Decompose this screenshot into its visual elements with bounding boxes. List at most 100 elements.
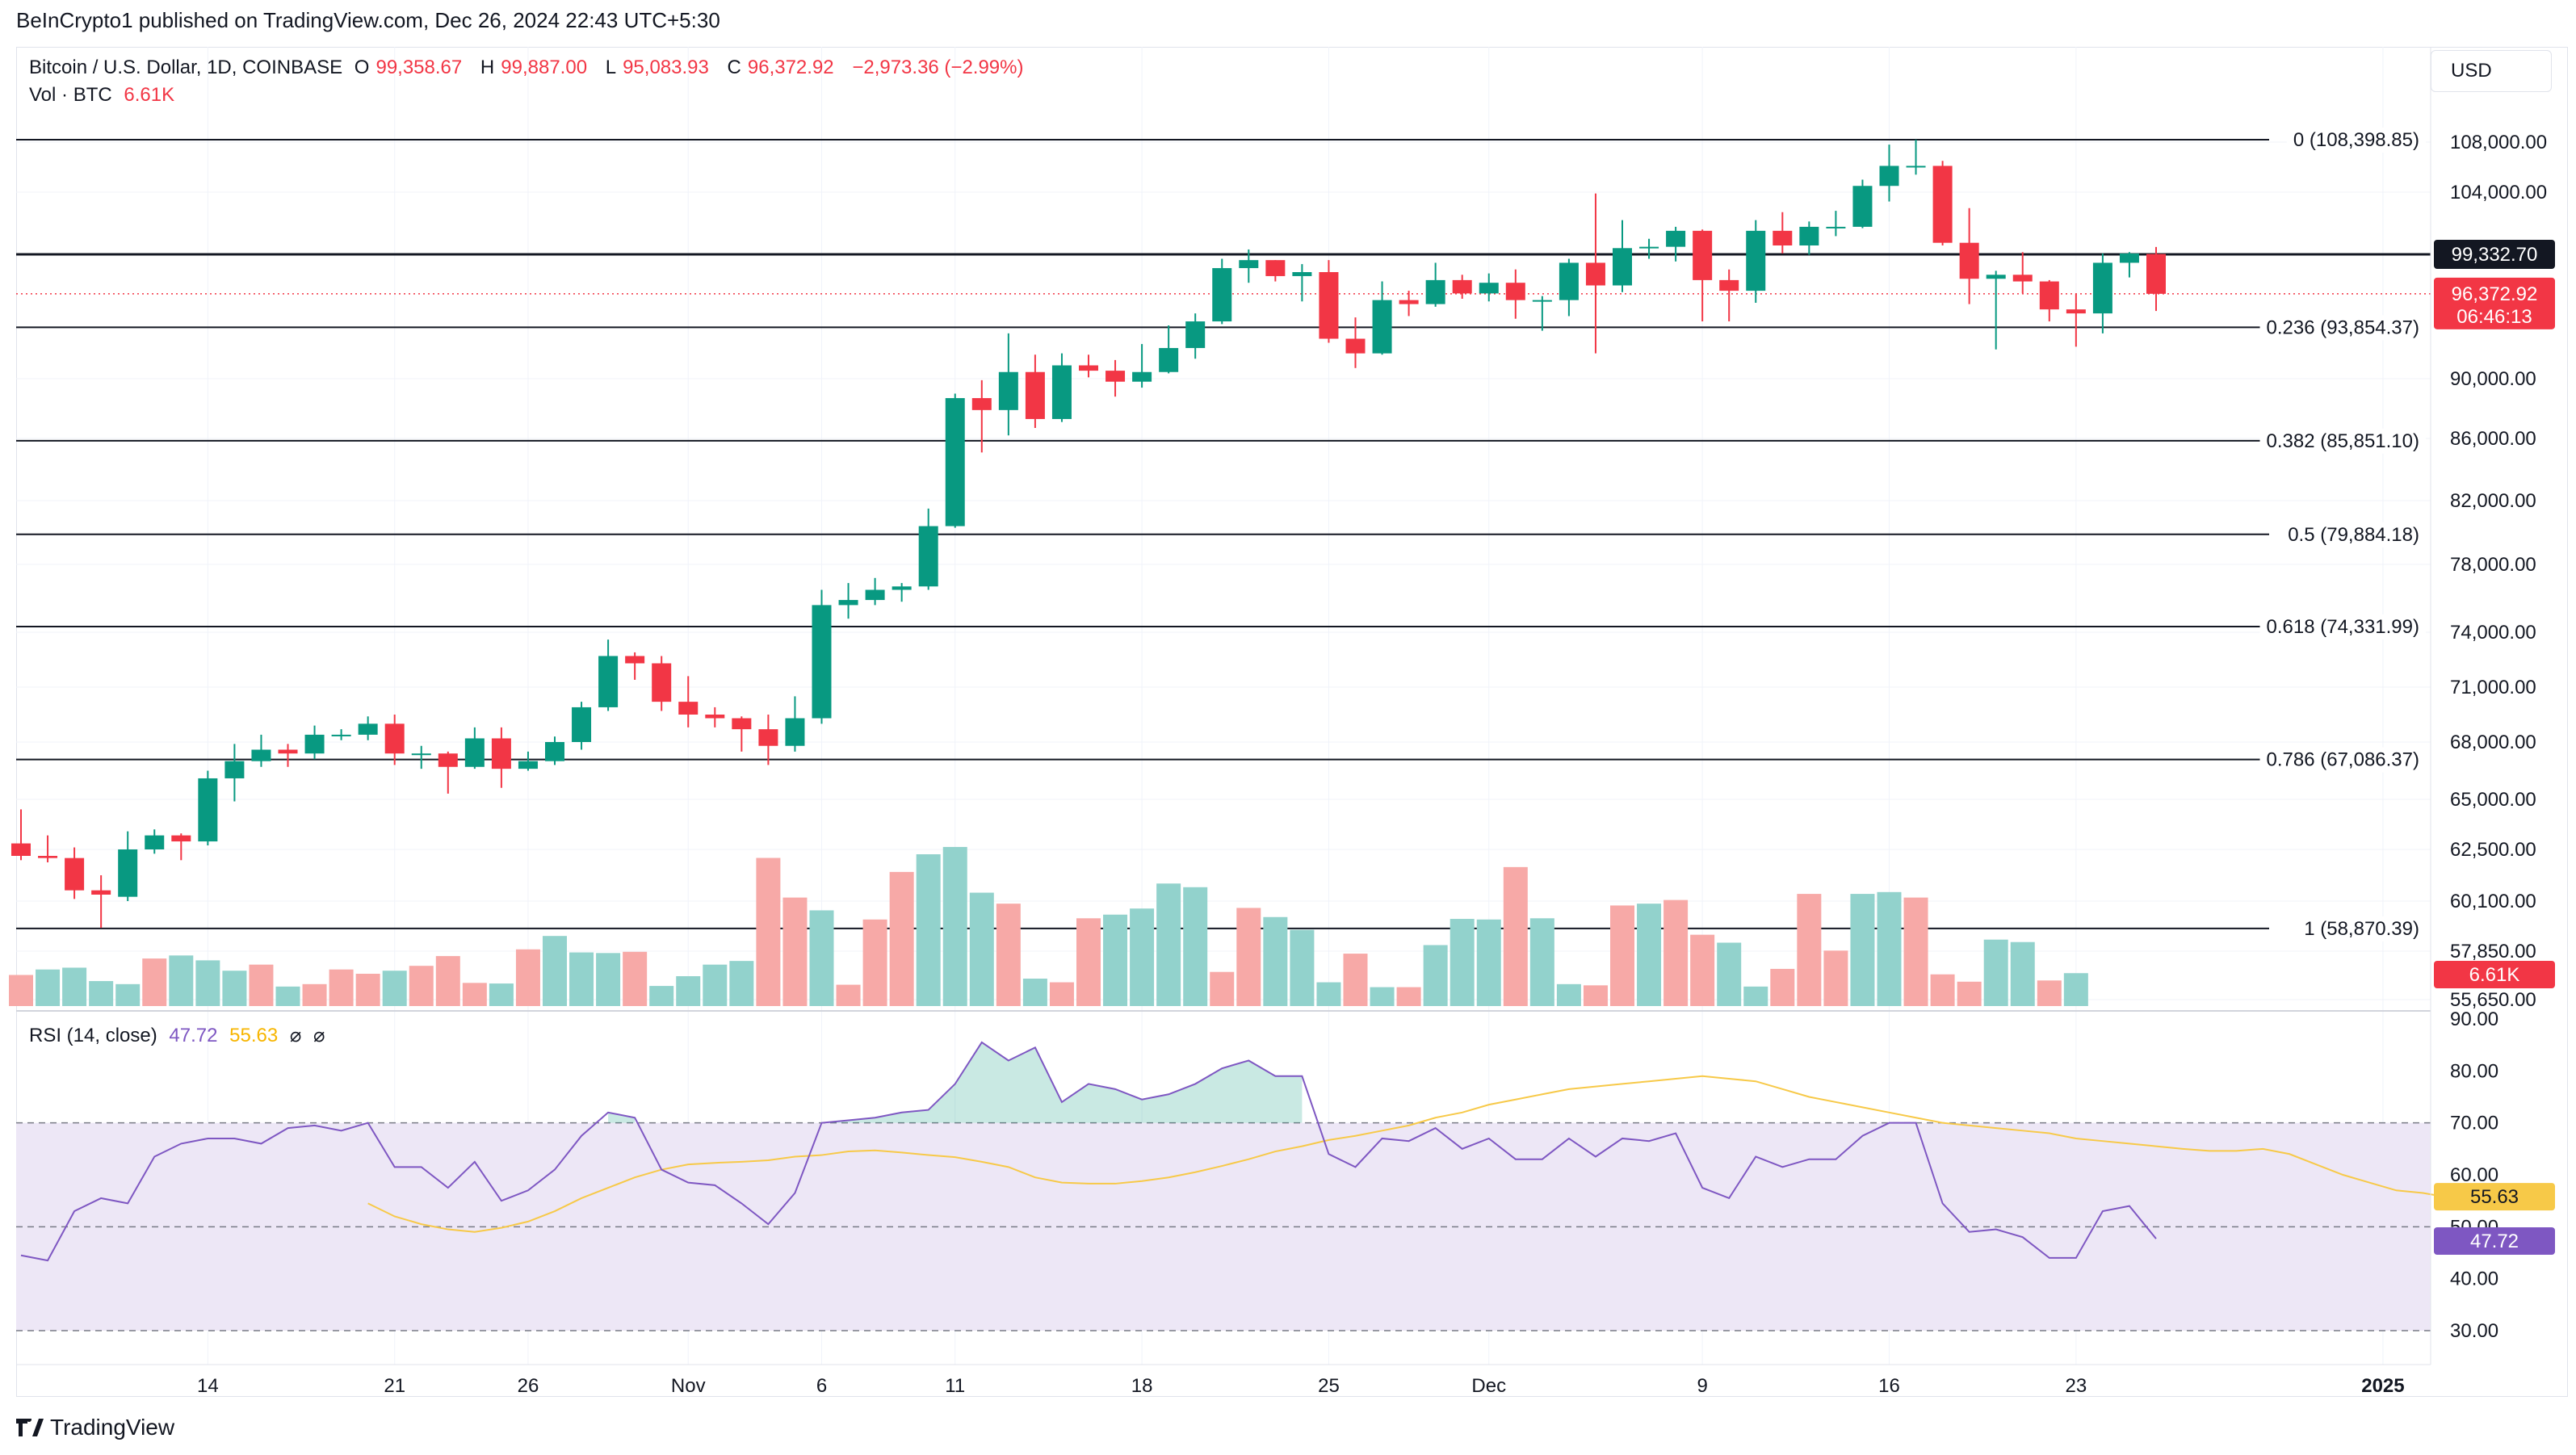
hidden-icon-2[interactable]: ⌀ [313, 1025, 325, 1046]
tradingview-icon [16, 1419, 44, 1436]
volume-bar [36, 969, 61, 1006]
volume-bar [1370, 987, 1395, 1006]
candle-body [1079, 365, 1098, 371]
volume-bar [1637, 904, 1662, 1006]
rsi-tick-label: 60.00 [2450, 1164, 2498, 1186]
time-tick-label: 14 [197, 1375, 219, 1397]
volume-bar [2037, 980, 2062, 1006]
volume-bar [1210, 971, 1235, 1006]
volume-bar [942, 846, 967, 1006]
candle-body [1585, 262, 1605, 286]
fib-label-backdrop [2297, 916, 2426, 941]
close-value: 96,372.92 [747, 57, 834, 78]
candle-body [1319, 272, 1339, 339]
rsi-last-tag-bg [2434, 1227, 2555, 1256]
volume-bar [1583, 985, 1608, 1006]
currency-label: USD [2451, 60, 2492, 82]
price-tick-label: 57,850.00 [2450, 941, 2536, 962]
volume-bar [302, 983, 327, 1006]
last-price-tag-bg [2434, 277, 2555, 329]
volume-bar [1156, 883, 1181, 1006]
price-tick-label: 55,650.00 [2450, 989, 2536, 1011]
volume-bar [543, 936, 567, 1006]
candle-body [2146, 254, 2166, 294]
volume-bar [969, 892, 994, 1006]
candle-body [384, 723, 405, 754]
volume-bar [1343, 954, 1368, 1006]
rsi-ma-value: 55.63 [229, 1025, 279, 1046]
rsi-pane [16, 1010, 2450, 1331]
volume-bar [9, 975, 33, 1006]
fib-label-backdrop [2281, 522, 2426, 547]
candle-body [411, 753, 431, 756]
high-value: 99,887.00 [501, 57, 588, 78]
price-tick-label: 74,000.00 [2450, 622, 2536, 644]
candle-body [918, 526, 938, 587]
rsi-tick-label: 70.00 [2450, 1113, 2498, 1134]
volume-bar [649, 986, 674, 1006]
candle-body [572, 707, 592, 742]
volume-bar [1690, 934, 1715, 1006]
volume-bar [1049, 982, 1074, 1006]
candle-body [1826, 226, 1846, 229]
volume-label: Vol · BTC [29, 84, 112, 106]
candle-body [358, 723, 378, 735]
candle-body [91, 890, 111, 895]
candle-body [11, 843, 31, 856]
volume-bar [1263, 916, 1288, 1006]
candle-body [1879, 166, 1899, 187]
volume-bar [1957, 981, 1982, 1006]
volume-bar [462, 983, 487, 1006]
time-tick-label: 9 [1697, 1375, 1707, 1397]
rsi-overbought-fill [821, 1042, 1303, 1123]
rsi-label: RSI (14, close) [29, 1025, 157, 1046]
candle-body [304, 734, 325, 754]
candle-body [1852, 186, 1873, 227]
volume-bar [1743, 986, 1768, 1006]
candle-body [1666, 230, 1686, 247]
low-group: L 95,083.93 [606, 57, 715, 78]
candle-body [1986, 275, 2006, 279]
candle-body [838, 600, 858, 606]
candle-body [1559, 262, 1579, 300]
volume-bar [596, 953, 621, 1006]
currency-selector[interactable]: USD [2431, 50, 2552, 92]
time-tick-label: 18 [1131, 1375, 1153, 1397]
candle-body [278, 749, 298, 754]
time-tick-label: 6 [816, 1375, 827, 1397]
volume-legend: Vol · BTC 6.61K [29, 84, 174, 107]
candle-body [198, 778, 218, 842]
candle-body [892, 586, 912, 590]
price-tick-label: 86,000.00 [2450, 428, 2536, 450]
tradingview-brand: TradingView [50, 1415, 175, 1440]
candle-body [1185, 321, 1206, 349]
volume-bar [1877, 891, 1902, 1006]
volume-bar [62, 967, 87, 1006]
volume-bar [489, 983, 514, 1006]
volume-bar [862, 919, 887, 1006]
symbol-name: Bitcoin / U.S. Dollar, 1D, COINBASE [29, 57, 343, 78]
volume-bar [142, 958, 167, 1006]
candle-body [1532, 300, 1552, 302]
volume-bar [569, 952, 594, 1006]
rsi-tick-label: 40.00 [2450, 1268, 2498, 1290]
hidden-icon-1[interactable]: ⌀ [289, 1025, 302, 1046]
countdown-tag: 06:46:13 [2456, 306, 2532, 328]
rsi-value: 47.72 [169, 1025, 218, 1046]
candle-body [678, 702, 699, 715]
candle-body [1292, 272, 1312, 276]
fib-label-backdrop [2259, 315, 2426, 341]
volume-bar [1983, 939, 2008, 1006]
price-tick-label: 104,000.00 [2450, 182, 2547, 203]
candle-body [1051, 365, 1072, 419]
change-value: −2,973.36 (−2.99%) [852, 57, 1024, 78]
candle-body [652, 663, 672, 702]
candle-body [1906, 166, 1926, 168]
fib-level-label: 0.236 (93,854.37) [2267, 317, 2419, 338]
candle-body [2119, 253, 2139, 263]
candle-body [1212, 268, 1232, 322]
candle-body [1159, 348, 1179, 372]
candle-body [1479, 283, 1499, 294]
volume-bar [1610, 905, 1634, 1006]
